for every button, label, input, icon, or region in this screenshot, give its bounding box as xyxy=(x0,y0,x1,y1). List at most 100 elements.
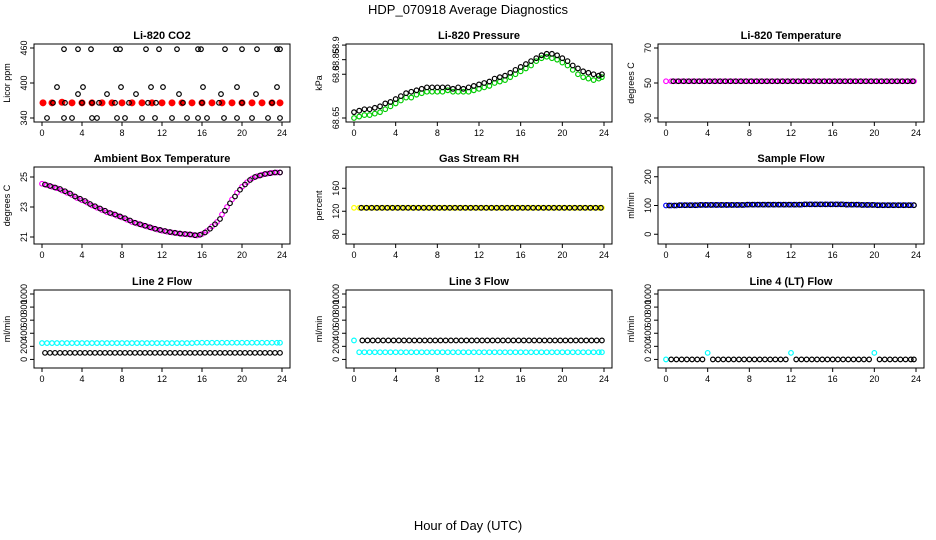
line-2-flow-point xyxy=(269,339,275,346)
gas-stream-rh-point xyxy=(522,204,529,211)
line-4-lt-flow-point xyxy=(808,356,815,363)
li-820-pressure-point xyxy=(392,96,399,102)
li-820-temperature-point xyxy=(756,78,763,85)
li-820-pressure-point xyxy=(361,106,368,113)
gas-stream-rh-point xyxy=(439,204,446,211)
line-2-flow-title: Line 2 Flow xyxy=(132,276,192,288)
li-820-temperature-point xyxy=(732,78,739,85)
ambient-box-temperature-point xyxy=(112,211,118,218)
ambient-box-temperature-point xyxy=(39,180,45,187)
line-3-flow-point xyxy=(599,349,605,356)
li-820-pressure-point xyxy=(450,88,456,95)
li-820-temperature-point xyxy=(715,78,721,85)
li-820-temperature-point xyxy=(758,78,765,85)
li-820-pressure-point xyxy=(460,88,467,95)
gas-stream-rh-point xyxy=(361,204,368,211)
line-2-flow-point xyxy=(94,340,100,346)
li-820-co2-point xyxy=(138,99,146,107)
line-2-flow-point xyxy=(114,340,120,346)
line-2-flow-point xyxy=(82,349,88,356)
li-820-temperature-point xyxy=(821,78,828,85)
ambient-box-temperature-point xyxy=(232,193,238,200)
line-3-flow-y-tick-label: 0 xyxy=(331,357,341,362)
sample-flow-point xyxy=(902,202,909,209)
line-4-lt-flow-x-tick-label: 0 xyxy=(663,374,668,384)
li-820-temperature-point xyxy=(863,78,869,85)
sample-flow-point xyxy=(819,201,826,208)
li-820-co2-point xyxy=(148,84,154,90)
line-4-lt-flow-x-tick-label: 4 xyxy=(705,374,710,384)
li-820-co2-point xyxy=(89,115,95,121)
li-820-temperature-point xyxy=(800,78,807,85)
sample-flow-point xyxy=(861,202,867,208)
li-820-pressure-point xyxy=(366,112,373,118)
sample-flow-point xyxy=(869,202,876,208)
li-820-temperature-point xyxy=(769,78,776,85)
li-820-temperature-point xyxy=(845,78,852,85)
sample-flow-point xyxy=(728,202,735,208)
li-820-pressure-point xyxy=(486,78,493,85)
li-820-temperature-x-tick-label: 12 xyxy=(786,128,796,138)
li-820-co2-point xyxy=(61,46,67,53)
li-820-pressure-point xyxy=(507,69,514,76)
gas-stream-rh-point xyxy=(441,204,448,211)
gas-stream-rh-point xyxy=(525,204,531,211)
gas-stream-rh-point xyxy=(543,204,550,211)
sample-flow-point xyxy=(767,201,774,208)
line-4-lt-flow-point xyxy=(694,356,701,363)
line-2-flow-point xyxy=(127,349,133,356)
line-3-flow-point xyxy=(359,337,366,344)
line-4-lt-flow-point xyxy=(673,356,680,363)
line-4-lt-flow-point xyxy=(756,356,763,363)
li-820-co2-point xyxy=(160,84,166,90)
sample-flow-point xyxy=(754,201,761,208)
line-4-lt-flow-point xyxy=(829,356,836,363)
gas-stream-rh-point xyxy=(597,204,604,211)
gas-stream-rh-point xyxy=(551,204,557,211)
line-3-flow-point xyxy=(512,349,519,356)
line-2-flow-panel: Line 2 Flow ml/min 0 4 8 12 16 20 24 0 20040060080… xyxy=(2,276,291,384)
line-3-flow-point xyxy=(562,337,569,344)
line-3-flow-point xyxy=(351,337,357,344)
line-2-flow-point xyxy=(277,349,283,356)
line-3-flow-point xyxy=(439,349,446,356)
line-2-flow-point xyxy=(69,340,75,346)
li-820-pressure-point xyxy=(575,65,581,72)
li-820-temperature-point xyxy=(717,78,724,85)
li-820-temperature-point xyxy=(675,78,682,85)
line-2-flow-point xyxy=(104,340,110,346)
line-4-lt-flow-point xyxy=(871,349,878,356)
li-820-co2-point xyxy=(180,99,186,106)
sample-flow-point xyxy=(715,202,721,208)
gas-stream-rh-point xyxy=(496,204,503,211)
ambient-box-temperature-point xyxy=(277,169,283,176)
line-4-lt-flow-point xyxy=(741,356,748,363)
li-820-temperature-point xyxy=(782,78,789,85)
line-3-flow-point xyxy=(494,337,501,344)
sample-flow-point xyxy=(741,202,748,208)
line-2-flow-y-tick-label: 600 xyxy=(19,313,29,328)
sample-flow-point xyxy=(756,201,763,208)
ambient-box-temperature-point xyxy=(67,190,73,197)
gas-stream-rh-point xyxy=(499,204,505,211)
li-820-temperature-y-tick-label: 70 xyxy=(643,43,653,53)
line-2-flow-point xyxy=(224,339,230,346)
li-820-temperature-point xyxy=(881,78,888,85)
li-820-co2-series-black xyxy=(54,84,280,97)
li-820-pressure-point xyxy=(429,84,436,91)
line-3-flow-point xyxy=(382,349,389,356)
gas-stream-rh-x-tick-label: 4 xyxy=(393,250,398,260)
li-820-temperature-point xyxy=(699,78,706,85)
line-2-flow-point xyxy=(277,339,283,346)
gas-stream-rh-x-tick-label: 0 xyxy=(351,250,356,260)
gas-stream-rh-point xyxy=(410,204,417,211)
li-820-co2-point xyxy=(265,115,271,121)
li-820-temperature-point xyxy=(764,78,770,85)
line-3-flow-point xyxy=(567,337,574,344)
li-820-co2-point xyxy=(143,46,149,53)
ambient-box-temperature-x-tick-label: 4 xyxy=(79,250,84,260)
line-2-flow-point xyxy=(79,340,85,346)
line-3-flow-point xyxy=(356,349,363,356)
sample-flow-point xyxy=(876,202,883,209)
line-3-flow-point xyxy=(434,349,441,356)
